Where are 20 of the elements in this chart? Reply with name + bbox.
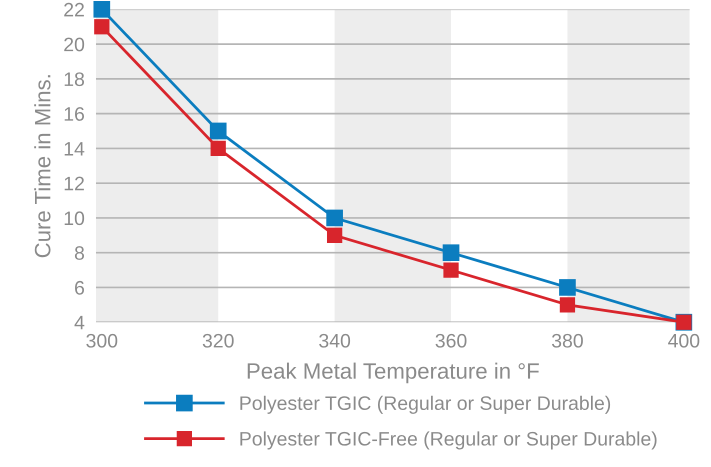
x-tick-label: 340 (319, 334, 350, 348)
y-tick-label: 12 (64, 176, 84, 190)
y-tick-label: 10 (64, 211, 84, 226)
y-tick-label: 16 (64, 107, 84, 121)
y-tick-label: 22 (64, 2, 84, 16)
legend-label: Polyester TGIC (Regular or Super Durable) (240, 396, 610, 414)
y-tick-label: 6 (75, 280, 84, 295)
x-tick-label: 320 (202, 334, 234, 348)
y-tick-label: 20 (64, 38, 84, 52)
x-axis-title: Peak Metal Temperature in °F (248, 362, 539, 384)
x-tick-label: 400 (668, 334, 700, 348)
y-tick-label: 8 (74, 246, 84, 260)
y-tick-label: 18 (64, 72, 84, 86)
y-tick-label: 14 (64, 142, 84, 156)
x-tick-label: 300 (86, 334, 118, 348)
x-tick-label: 380 (552, 334, 583, 348)
y-tick-label: 4 (74, 316, 84, 330)
x-tick-label: 360 (436, 334, 466, 348)
y-axis-title: Cure Time in Mins. (34, 75, 51, 258)
legend-label: Polyester TGIC-Free (Regular or Super Durable) (240, 431, 657, 450)
